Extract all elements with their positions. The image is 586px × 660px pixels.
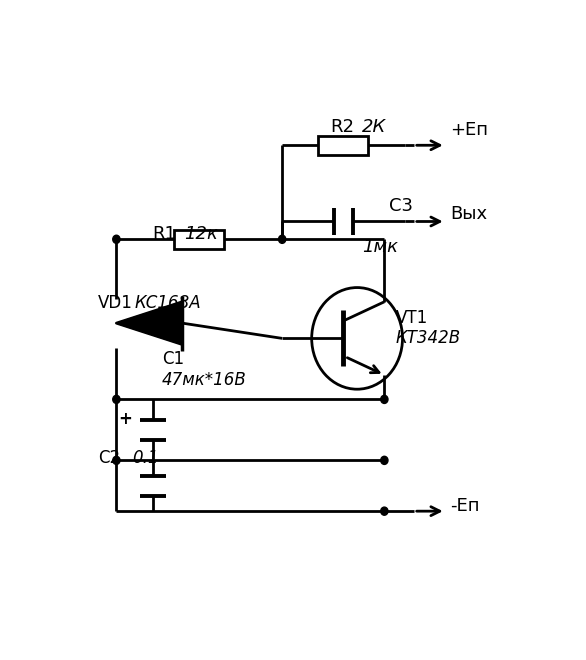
Text: R2: R2 xyxy=(330,119,354,137)
Text: C1: C1 xyxy=(162,350,184,368)
Circle shape xyxy=(278,235,286,244)
Bar xyxy=(319,135,369,155)
Text: C2: C2 xyxy=(98,449,120,467)
Text: C3: C3 xyxy=(389,197,413,215)
Text: +Еп: +Еп xyxy=(450,121,488,139)
Circle shape xyxy=(381,456,388,465)
Text: -Еп: -Еп xyxy=(450,497,480,515)
Polygon shape xyxy=(117,302,182,345)
Circle shape xyxy=(381,507,388,515)
Text: КТ342В: КТ342В xyxy=(396,329,461,347)
Circle shape xyxy=(113,395,120,403)
Text: +: + xyxy=(118,410,132,428)
Text: 0.1: 0.1 xyxy=(132,449,159,467)
Bar xyxy=(174,230,224,249)
Circle shape xyxy=(113,235,120,244)
Text: VT1: VT1 xyxy=(396,309,428,327)
Circle shape xyxy=(381,395,388,403)
Text: 2К: 2К xyxy=(362,119,386,137)
Text: Вых: Вых xyxy=(450,205,488,223)
Text: R1: R1 xyxy=(153,225,176,243)
Text: 1мк: 1мк xyxy=(362,238,398,256)
Text: КС168А: КС168А xyxy=(135,294,201,312)
Text: VD1: VD1 xyxy=(98,294,133,312)
Text: 12к: 12к xyxy=(185,225,219,243)
Circle shape xyxy=(113,456,120,465)
Text: 47мк*16В: 47мк*16В xyxy=(162,371,247,389)
